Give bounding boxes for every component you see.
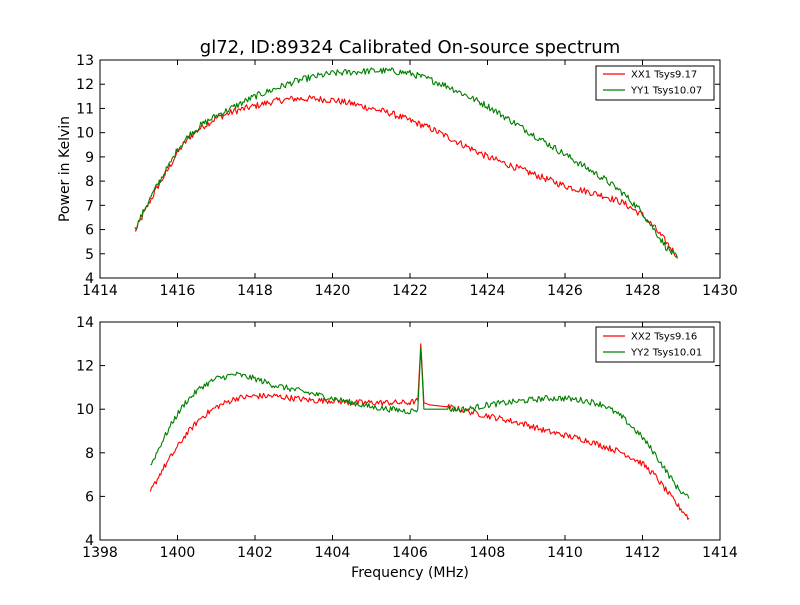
- top-y-tick-label: 6: [85, 223, 94, 239]
- bottom-legend: XX2 Tsys9.16 YY2 Tsys10.01: [595, 326, 715, 363]
- top-x-tick-label: 1418: [237, 283, 273, 299]
- top-y-axis-label: Power in Kelvin: [57, 116, 73, 222]
- bottom-panel: Frequency (MHz) 1398 1400 1402 1404 1406 1408…: [76, 315, 738, 581]
- top-panel: gl72, ID:89324 Calibrated On-source spec…: [57, 37, 738, 299]
- top-legend-label-xx1: XX1 Tsys9.17: [631, 70, 697, 81]
- bottom-y-tick-label: 14: [76, 315, 94, 331]
- top-series-line-xx1: [134, 95, 678, 258]
- bottom-legend-box: [595, 326, 715, 363]
- top-y-tick-label: 13: [76, 53, 94, 69]
- top-legend-label-yy1: YY1 Tsys10.07: [630, 86, 702, 97]
- top-y-tick-label: 9: [85, 150, 94, 166]
- top-chart-title: gl72, ID:89324 Calibrated On-source spec…: [200, 37, 620, 58]
- top-series-group: [134, 67, 678, 259]
- bottom-x-tick-label: 1408: [470, 545, 506, 561]
- bottom-x-tick-label: 1400: [160, 545, 196, 561]
- bottom-y-tick-label: 8: [85, 446, 94, 462]
- bottom-y-tick-label: 6: [85, 489, 94, 505]
- top-plot-frame: [99, 59, 721, 279]
- bottom-series-line-yy2: [150, 347, 690, 499]
- bottom-x-tick-label: 1398: [82, 545, 118, 561]
- bottom-x-axis-label: Frequency (MHz): [351, 565, 469, 581]
- top-y-tick-label: 8: [85, 174, 94, 190]
- top-y-tick-label: 10: [76, 126, 94, 142]
- top-series-line-yy1: [134, 67, 678, 259]
- top-x-tick-label: 1424: [470, 283, 506, 299]
- bottom-legend-label-xx2: XX2 Tsys9.16: [631, 332, 697, 343]
- bottom-x-tick-label: 1406: [392, 545, 428, 561]
- bottom-x-tick-label: 1404: [315, 545, 351, 561]
- bottom-series-group: [149, 343, 690, 520]
- top-y-tick-label: 5: [85, 247, 94, 263]
- top-x-tick-label: 1420: [315, 283, 351, 299]
- bottom-y-tick-label: 10: [76, 402, 94, 418]
- bottom-y-tick-label: 4: [85, 533, 94, 549]
- top-legend: XX1 Tsys9.17 YY1 Tsys10.07: [595, 65, 715, 101]
- top-axis-ticks: 1414 1416 1418 1420 1422 1424 1426 1428 1430 4 5 6 7…: [76, 53, 738, 299]
- top-y-tick-label: 7: [85, 198, 94, 214]
- top-x-tick-label: 1414: [82, 283, 118, 299]
- top-x-tick-label: 1430: [702, 283, 738, 299]
- bottom-x-tick-label: 1414: [702, 545, 738, 561]
- bottom-legend-label-yy2: YY2 Tsys10.01: [630, 348, 702, 359]
- bottom-axis-ticks: 1398 1400 1402 1404 1406 1408 1410 1412 14144681…: [76, 315, 738, 561]
- top-y-tick-label: 11: [76, 101, 94, 117]
- top-x-tick-label: 1422: [392, 283, 428, 299]
- bottom-plot-frame: [99, 321, 721, 541]
- bottom-x-tick-label: 1412: [625, 545, 661, 561]
- top-x-tick-label: 1416: [160, 283, 196, 299]
- top-legend-box: [595, 65, 715, 101]
- top-x-tick-label: 1426: [547, 283, 583, 299]
- top-y-tick-label: 12: [76, 77, 94, 93]
- bottom-y-tick-label: 12: [76, 359, 94, 375]
- bottom-x-tick-label: 1402: [237, 545, 273, 561]
- bottom-x-tick-label: 1410: [547, 545, 583, 561]
- top-x-tick-label: 1428: [625, 283, 661, 299]
- top-y-tick-label: 4: [85, 271, 94, 287]
